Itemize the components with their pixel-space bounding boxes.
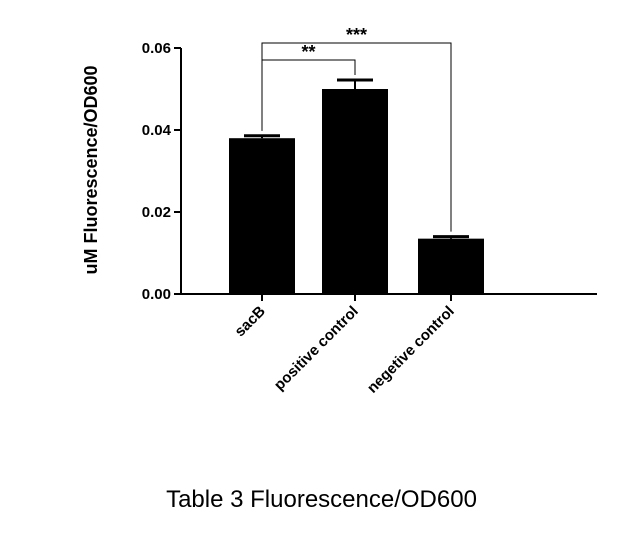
x-tick-labels: sacB positive control negetive control — [231, 303, 457, 397]
x-tick-label: negetive control — [364, 303, 458, 397]
bar-chart: uM Fluorescence/OD600 0.00 0.02 0.04 0.06 *… — [81, 25, 597, 397]
y-axis-label: uM Fluorescence/OD600 — [81, 65, 101, 274]
y-tick-label: 0.04 — [142, 122, 172, 139]
x-tick-label: positive control — [271, 303, 362, 394]
significance-bracket — [261, 42, 452, 232]
y-tick-label: 0.00 — [142, 286, 171, 303]
error-bars — [244, 78, 469, 239]
figure-caption: Table 3 Fluorescence/OD600 — [166, 486, 477, 513]
bar — [418, 238, 484, 294]
bar — [322, 89, 388, 294]
bars — [229, 89, 484, 294]
y-tick-label: 0.06 — [142, 40, 171, 57]
significance-label: *** — [346, 25, 367, 45]
significance-brackets: ***** — [261, 25, 452, 232]
x-tick-label: sacB — [231, 303, 268, 340]
significance-label: ** — [301, 42, 315, 62]
bar — [229, 138, 295, 294]
y-tick-label: 0.02 — [142, 204, 171, 221]
